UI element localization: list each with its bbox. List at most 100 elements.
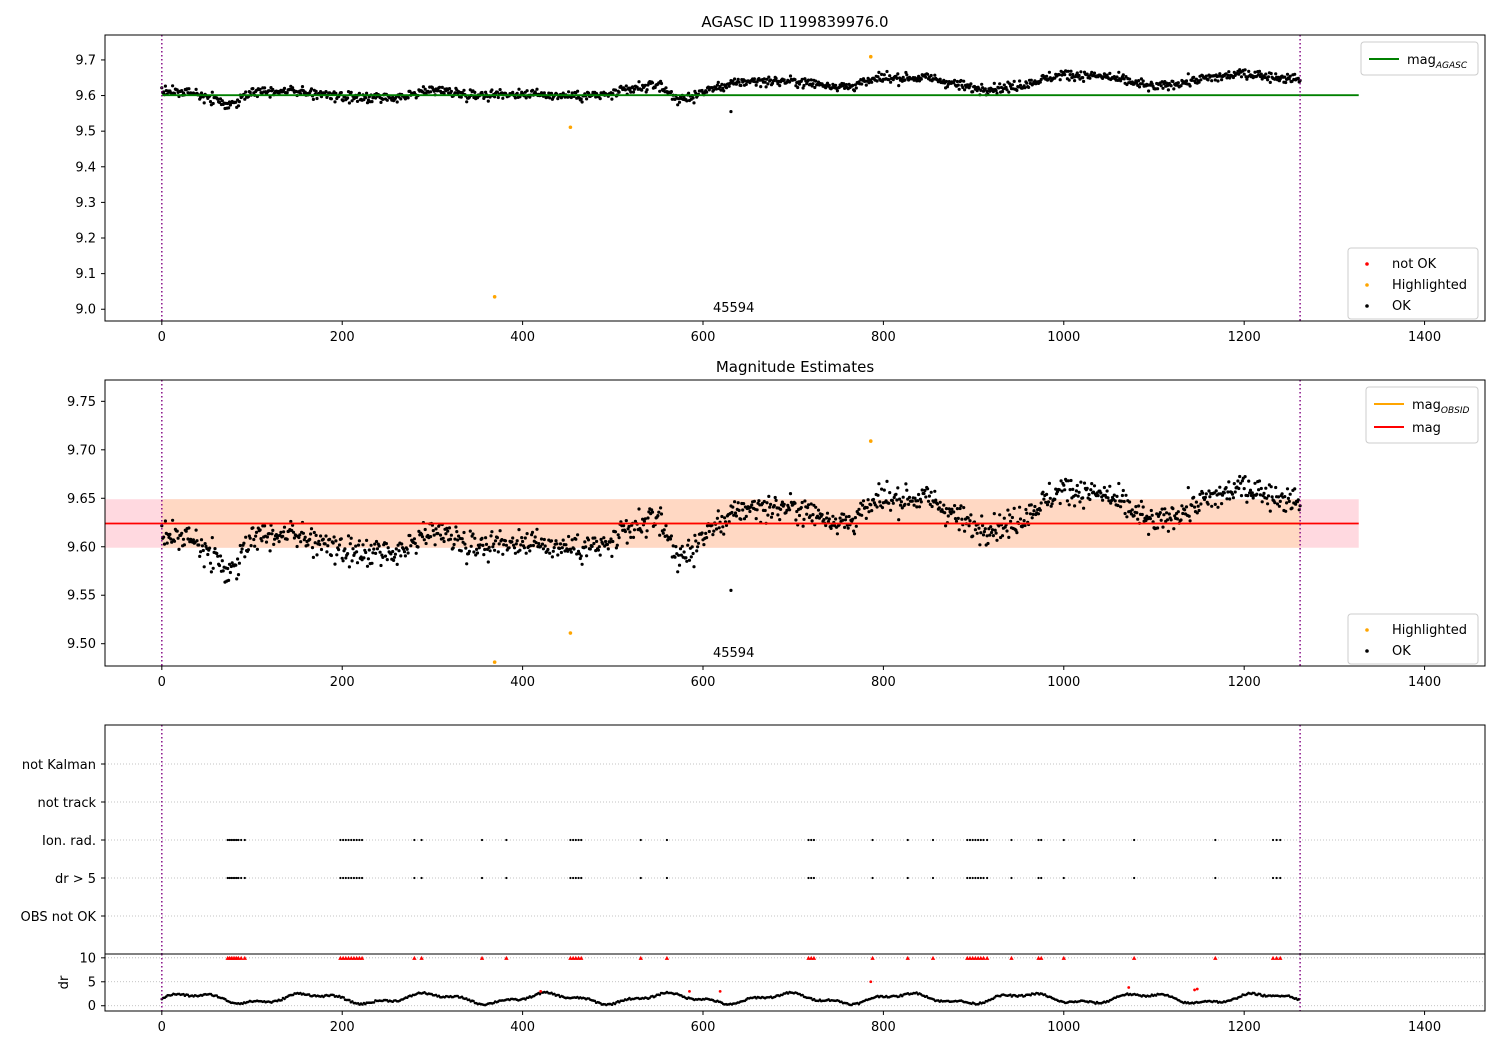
ok-point	[1135, 511, 1139, 515]
ok-point	[556, 553, 560, 557]
ok-point	[1081, 496, 1085, 500]
ok-point	[588, 547, 592, 551]
ok-point	[1258, 74, 1262, 79]
ok-point	[343, 547, 347, 551]
flag-event-marker	[226, 876, 229, 880]
flag-event-marker	[360, 876, 364, 880]
ok-point	[1226, 73, 1230, 77]
ok-point	[533, 535, 537, 539]
ok-point	[1042, 497, 1046, 501]
x-tick-label: 1000	[1047, 1020, 1080, 1035]
ok-point	[903, 78, 907, 82]
ok-point	[182, 543, 186, 547]
dr-clipped-marker	[1274, 955, 1279, 960]
ok-point	[1251, 496, 1255, 500]
ok-point	[1010, 83, 1015, 87]
ok-point	[255, 547, 259, 551]
ok-point	[782, 502, 786, 506]
ok-point	[762, 77, 766, 81]
ok-point	[337, 543, 342, 547]
ok-point	[1058, 501, 1062, 506]
dr-clipped-marker	[638, 955, 643, 960]
ok-point	[985, 534, 989, 538]
flag-event-marker	[243, 876, 246, 880]
ok-point	[796, 85, 800, 90]
ok-point	[1007, 535, 1011, 540]
ok-point	[897, 84, 901, 88]
y-tick-label: 10	[79, 951, 96, 966]
ok-point	[715, 516, 720, 520]
ok-point	[1216, 79, 1220, 83]
ok-point	[716, 509, 720, 513]
ok-point	[162, 535, 166, 539]
ok-point	[507, 546, 511, 550]
ok-point	[558, 542, 563, 546]
ok-point	[1009, 519, 1013, 523]
ok-point	[801, 86, 805, 90]
ok-point	[1228, 76, 1232, 80]
dr-outlier-point	[869, 980, 873, 984]
ok-point	[1030, 516, 1034, 520]
dr-outlier-point	[1193, 988, 1196, 992]
ok-point	[1274, 485, 1278, 490]
ok-point	[273, 537, 277, 541]
ok-point	[374, 551, 378, 556]
ok-point	[847, 514, 851, 519]
ok-point	[265, 535, 269, 539]
legend-label-sub: AGASC	[1435, 61, 1468, 71]
ok-point	[1197, 508, 1201, 513]
ok-point	[1173, 514, 1177, 518]
ok-point	[824, 523, 828, 528]
ok-point	[1007, 90, 1011, 94]
legend-label: not OK	[1392, 257, 1437, 272]
ok-point	[1074, 489, 1078, 493]
ok-point	[422, 538, 426, 542]
axes-frame	[104, 724, 1486, 955]
ok-point	[416, 545, 420, 549]
x-tick-label: 1400	[1408, 1020, 1441, 1035]
ok-point	[488, 549, 492, 553]
ok-point	[707, 529, 711, 534]
ok-point	[938, 77, 942, 81]
ok-point	[920, 488, 924, 492]
ok-point	[1243, 68, 1247, 72]
ok-point	[525, 89, 529, 93]
ok-point	[211, 101, 215, 106]
ok-point	[1045, 492, 1049, 496]
ok-point	[444, 532, 448, 536]
ok-point	[592, 541, 596, 546]
ok-point	[854, 524, 858, 528]
ok-point	[180, 89, 184, 93]
ok-point	[674, 545, 678, 549]
flag-event-marker	[231, 838, 235, 842]
ok-point	[733, 77, 737, 81]
flag-event-marker	[237, 838, 240, 842]
ok-point	[374, 539, 379, 544]
ok-point	[567, 534, 571, 539]
ok-point	[163, 84, 167, 88]
x-tick-label: 1200	[1228, 330, 1261, 345]
ok-point	[1285, 72, 1290, 76]
ok-point	[217, 100, 222, 104]
ok-point	[1165, 84, 1170, 88]
ok-point	[263, 524, 267, 528]
flag-event-marker	[966, 838, 969, 842]
ok-point	[640, 530, 644, 534]
legend-label-main: mag	[1407, 53, 1436, 68]
y-tick-label: 9.7	[75, 53, 96, 68]
ok-point	[420, 532, 424, 536]
ok-point	[1224, 486, 1228, 490]
ok-point	[968, 519, 972, 523]
ok-point	[258, 528, 262, 532]
ok-point	[586, 91, 591, 95]
ok-point	[397, 549, 401, 553]
ok-point	[617, 90, 621, 94]
panel-magnitude-title: Magnitude Estimates	[716, 358, 874, 376]
ok-point	[1108, 484, 1112, 488]
ok-point	[1077, 490, 1081, 494]
ok-point	[1125, 515, 1129, 519]
flag-event-marker	[228, 876, 231, 880]
ok-point	[579, 554, 583, 558]
ok-point	[947, 507, 951, 511]
ok-point	[896, 486, 900, 490]
